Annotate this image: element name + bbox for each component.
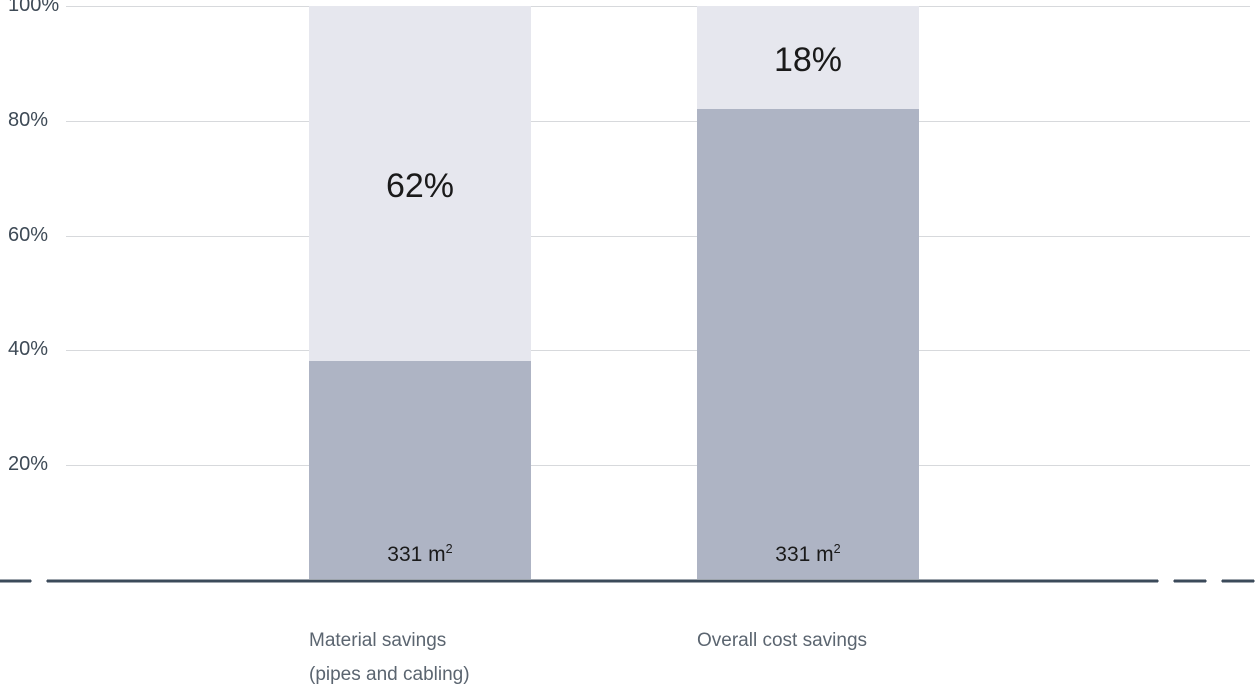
gridline [66, 6, 1250, 7]
plot-area: 62% 331 m2 18% 331 m2 [66, 6, 1250, 579]
y-tick-label: 40% [8, 338, 48, 361]
bar-saving-label: 18% [697, 41, 919, 80]
bar-area-label: 331 m2 [309, 542, 531, 567]
y-tick-label: 100% [8, 0, 59, 17]
bar-overall-cost-savings: 18% 331 m2 [697, 6, 919, 579]
y-tick-label: 80% [8, 109, 48, 132]
gridline [66, 236, 1250, 237]
y-tick-label: 60% [8, 224, 48, 247]
bar-fill [697, 109, 919, 579]
y-tick-label: 20% [8, 453, 48, 476]
bar-area-label: 331 m2 [697, 542, 919, 567]
bar-saving-label: 62% [309, 167, 531, 206]
bar-material-savings: 62% 331 m2 [309, 6, 531, 579]
gridline [66, 350, 1250, 351]
x-category-label: Overall cost savings [697, 624, 1039, 658]
gridline [66, 465, 1250, 466]
savings-bar-chart: 62% 331 m2 18% 331 m2 Material savings (pip… [0, 0, 1256, 691]
gridline [66, 121, 1250, 122]
x-category-label: Material savings (pipes and cabling) [309, 624, 651, 691]
